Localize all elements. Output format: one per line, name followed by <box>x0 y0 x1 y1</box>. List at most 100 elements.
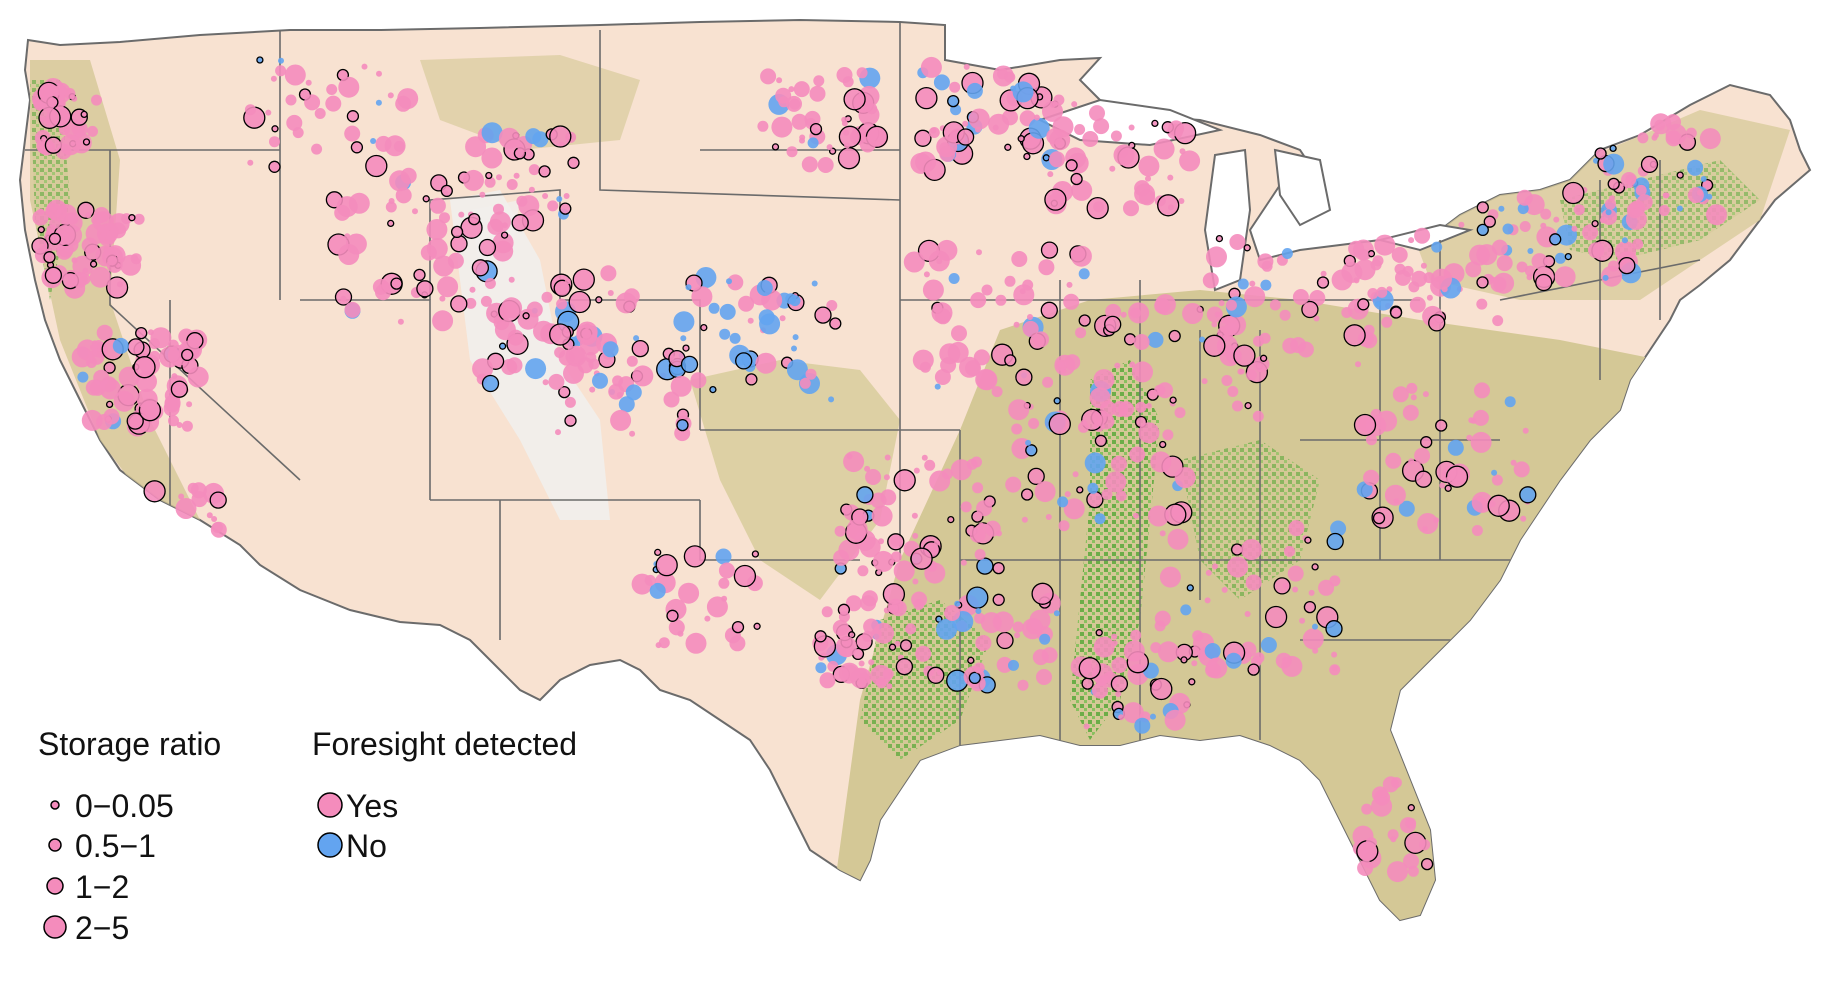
reservoir-marker <box>1164 709 1186 731</box>
reservoir-marker <box>1367 288 1379 299</box>
reservoir-marker <box>1264 605 1288 629</box>
reservoir-marker <box>654 548 662 557</box>
reservoir-marker <box>1662 192 1669 199</box>
reservoir-marker <box>103 361 116 374</box>
reservoir-marker <box>112 337 129 354</box>
reservoir-marker <box>481 147 503 169</box>
reservoir-marker <box>533 320 554 342</box>
reservoir-marker <box>757 120 769 132</box>
reservoir-marker <box>1476 276 1489 289</box>
reservoir-marker <box>1151 119 1159 128</box>
reservoir-marker <box>844 142 851 149</box>
reservoir-marker <box>1260 279 1272 291</box>
reservoir-marker <box>843 129 850 136</box>
reservoir-marker <box>950 459 972 481</box>
reservoir-marker <box>1027 314 1033 320</box>
reservoir-marker <box>923 271 930 278</box>
reservoir-marker <box>1308 589 1315 596</box>
reservoir-marker <box>934 539 941 546</box>
reservoir-marker <box>1004 354 1017 367</box>
reservoir-marker <box>422 195 430 203</box>
reservoir-marker <box>1221 586 1228 593</box>
reservoir-marker <box>1408 281 1420 293</box>
reservoir-marker <box>1390 836 1397 843</box>
reservoir-marker <box>1132 512 1139 519</box>
reservoir-marker <box>1526 274 1533 281</box>
reservoir-marker <box>1104 315 1122 334</box>
reservoir-marker <box>1341 261 1363 283</box>
reservoir-marker <box>832 619 849 636</box>
legend-color-label-no: No <box>346 828 387 864</box>
reservoir-marker <box>1240 539 1262 560</box>
reservoir-marker <box>1603 153 1625 175</box>
reservoir-marker <box>556 196 563 202</box>
reservoir-marker <box>969 526 986 543</box>
reservoir-marker <box>834 525 846 537</box>
reservoir-marker <box>1618 256 1636 275</box>
reservoir-marker <box>484 176 496 188</box>
reservoir-marker <box>1004 71 1016 83</box>
reservoir-marker <box>558 385 571 399</box>
reservoir-marker <box>789 295 801 307</box>
reservoir-marker <box>1419 839 1431 851</box>
reservoir-marker <box>92 211 114 233</box>
reservoir-marker <box>1086 490 1104 509</box>
reservoir-marker <box>786 146 798 158</box>
reservoir-marker <box>966 82 983 99</box>
reservoir-marker <box>835 636 857 658</box>
reservoir-marker <box>1259 354 1268 362</box>
reservoir-marker <box>1474 382 1490 399</box>
reservoir-marker <box>680 355 699 374</box>
reservoir-marker <box>1042 376 1054 388</box>
reservoir-marker <box>793 81 810 98</box>
reservoir-marker <box>458 211 465 218</box>
reservoir-marker <box>340 295 347 302</box>
reservoir-marker <box>89 260 98 268</box>
reservoir-marker <box>1145 175 1151 182</box>
reservoir-marker <box>1374 234 1396 256</box>
reservoir-marker <box>1357 249 1369 260</box>
reservoir-marker <box>960 501 972 513</box>
reservoir-marker <box>568 347 585 364</box>
reservoir-marker <box>338 76 360 98</box>
reservoir-marker <box>1013 284 1035 306</box>
reservoir-marker <box>1607 177 1620 191</box>
reservoir-marker <box>1206 657 1228 679</box>
legend-size-swatch-3 <box>43 915 67 939</box>
reservoir-marker <box>685 632 707 654</box>
reservoir-marker <box>1109 165 1116 172</box>
reservoir-marker <box>447 252 464 269</box>
reservoir-marker <box>326 84 338 95</box>
reservoir-marker <box>1123 200 1139 217</box>
reservoir-marker <box>814 630 827 643</box>
reservoir-marker <box>708 302 720 314</box>
reservoir-markers <box>31 56 1727 883</box>
reservoir-marker <box>625 384 642 401</box>
reservoir-marker <box>126 412 144 430</box>
reservoir-marker <box>1203 334 1226 357</box>
reservoir-marker <box>1111 657 1128 674</box>
reservoir-marker <box>1700 176 1707 182</box>
reservoir-marker <box>799 137 805 144</box>
reservoir-marker <box>1304 536 1312 544</box>
reservoir-marker <box>920 56 942 78</box>
reservoir-marker <box>1022 320 1039 337</box>
reservoir-marker <box>1370 259 1382 271</box>
reservoir-marker <box>89 379 106 396</box>
reservoir-marker <box>976 249 982 256</box>
reservoir-marker <box>498 342 507 350</box>
reservoir-marker <box>838 125 862 148</box>
reservoir-marker <box>292 127 304 139</box>
reservoir-marker <box>286 114 303 131</box>
reservoir-marker <box>1476 298 1488 310</box>
reservoir-marker <box>1229 234 1246 250</box>
reservoir-marker <box>1408 458 1415 465</box>
reservoir-marker <box>899 639 913 652</box>
reservoir-marker <box>1316 276 1330 289</box>
map-legend: Storage ratio 0−0.05 0.5−1 1−2 2−5 Fores… <box>38 726 577 946</box>
reservoir-marker <box>559 202 572 215</box>
reservoir-marker <box>1247 663 1260 676</box>
reservoir-marker <box>437 276 459 298</box>
reservoir-marker <box>809 85 826 102</box>
reservoir-marker <box>807 137 819 149</box>
